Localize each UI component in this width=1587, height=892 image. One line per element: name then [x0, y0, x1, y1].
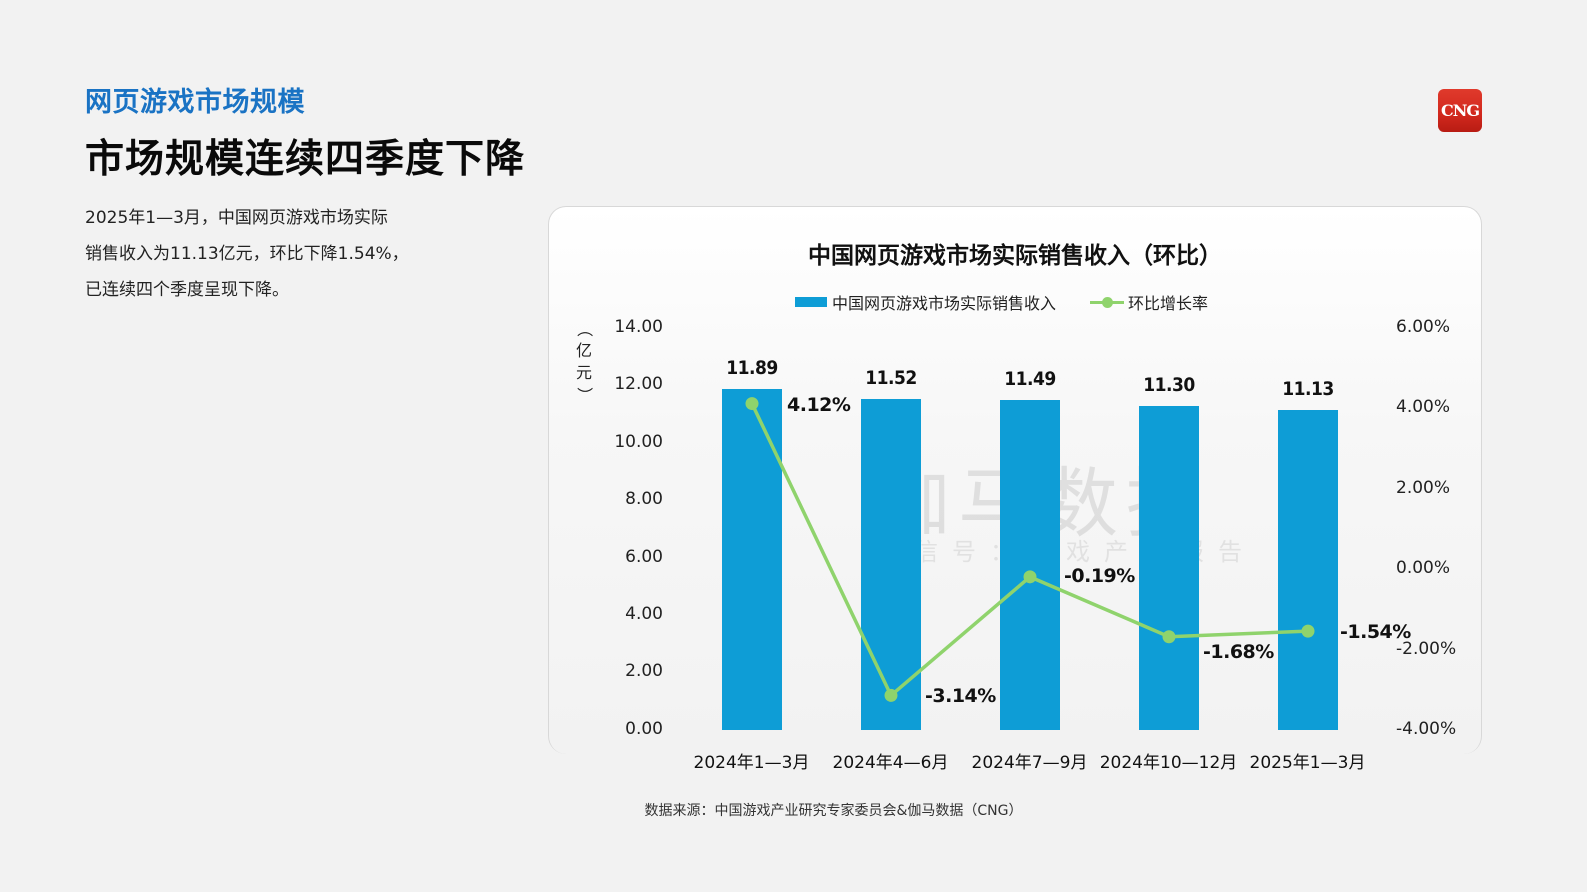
y-tick: 4.00: [625, 604, 663, 624]
y2-tick: 2.00%: [1396, 478, 1451, 498]
line-value-label: 4.12%: [787, 393, 851, 416]
y-tick: 6.00: [625, 547, 663, 567]
legend-line-label: 环比增长率: [1128, 294, 1209, 313]
cng-logo: CNG: [1438, 89, 1482, 132]
y-tick: 14.00: [614, 317, 663, 337]
line-point: [1023, 570, 1037, 584]
line-point: [745, 397, 759, 411]
line-value-label: -1.68%: [1203, 640, 1274, 663]
bar-value-label: 11.30: [1143, 373, 1195, 396]
bar-value-label: 11.52: [865, 367, 917, 390]
legend-bar-swatch-icon: [795, 297, 827, 307]
description: 2025年1—3月，中国网页游戏市场实际 销售收入为11.13亿元，环比下降1.…: [85, 200, 465, 308]
y2-tick: 4.00%: [1396, 397, 1451, 417]
bar-value-label: 11.13: [1282, 378, 1334, 401]
bar: [1000, 400, 1060, 730]
y-axis-unit: （ 亿 元 ）: [575, 320, 594, 403]
x-tick: 2025年1—3月: [1249, 753, 1366, 773]
y-tick: 10.00: [614, 432, 663, 452]
line-point: [884, 688, 898, 702]
y-tick: 0.00: [625, 719, 663, 739]
bar-value-label: 11.89: [726, 356, 778, 379]
x-tick: 2024年1—3月: [693, 753, 810, 773]
description-line: 销售收入为11.13亿元，环比下降1.54%，: [85, 244, 409, 264]
x-tick: 2024年10—12月: [1099, 753, 1238, 773]
bar: [1278, 410, 1338, 730]
line-value-label: -3.14%: [925, 685, 996, 708]
y2-tick: 6.00%: [1396, 317, 1451, 337]
line-value-label: -1.54%: [1340, 621, 1411, 644]
y2-tick: -2.00%: [1396, 639, 1457, 659]
legend-line-swatch-icon: [1090, 296, 1125, 308]
page-title: 市场规模连续四季度下降: [85, 137, 526, 182]
y2-tick: -4.00%: [1396, 719, 1457, 739]
line-value-label: -0.19%: [1064, 564, 1135, 587]
chart-legend: 中国网页游戏市场实际销售收入 环比增长率: [795, 290, 1208, 314]
x-tick: 2024年7—9月: [971, 753, 1088, 773]
data-source: 数据来源：中国游戏产业研究专家委员会&伽马数据（CNG）: [644, 803, 1023, 819]
section-title: 网页游戏市场规模: [85, 87, 305, 118]
x-tick: 2024年4—6月: [832, 753, 949, 773]
bar-value-label: 11.49: [1004, 368, 1056, 391]
chart-title: 中国网页游戏市场实际销售收入（环比）: [808, 243, 1222, 269]
description-line: 已连续四个季度呈现下降。: [85, 280, 289, 300]
line-point: [1301, 624, 1315, 638]
description-line: 2025年1—3月，中国网页游戏市场实际: [85, 208, 388, 228]
y2-tick: 0.00%: [1396, 558, 1451, 578]
line-point: [1162, 630, 1176, 644]
legend-bar-label: 中国网页游戏市场实际销售收入: [832, 294, 1057, 313]
bar: [861, 399, 921, 730]
y-tick: 8.00: [625, 489, 663, 509]
bar: [1139, 405, 1199, 730]
y-tick: 12.00: [614, 374, 663, 394]
y-tick: 2.00: [625, 661, 663, 681]
